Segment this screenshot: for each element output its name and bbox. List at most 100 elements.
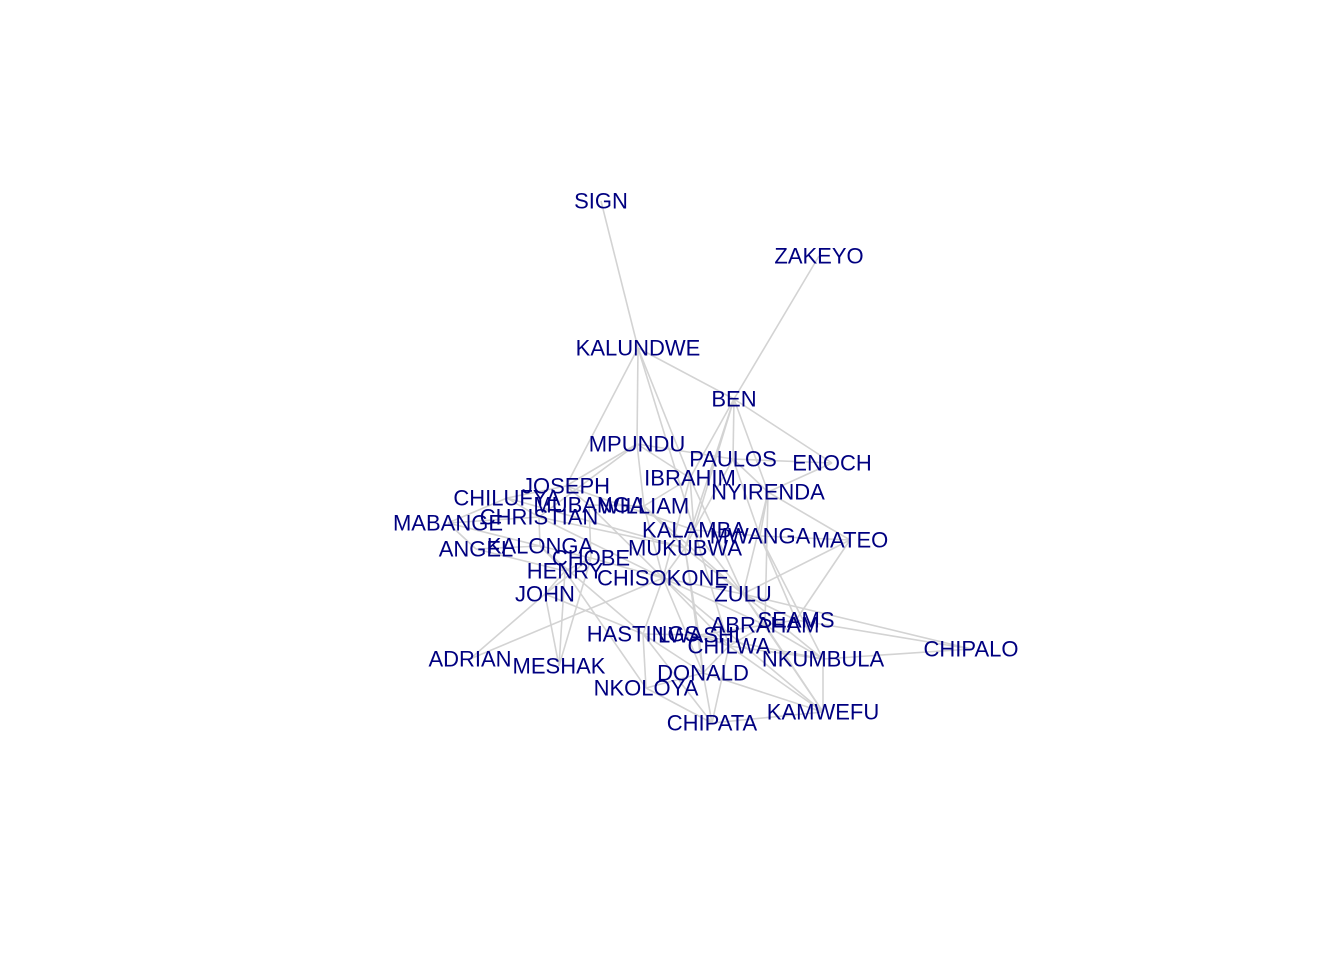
node-label-kalonga: KALONGA (487, 534, 594, 559)
edge-christian-mukubwa (538, 516, 686, 549)
edge-kalonga-chobe (539, 545, 592, 559)
edge-abraham-kamwefu (764, 624, 824, 713)
edge-zulu-seams (742, 593, 797, 621)
edge-kalamba-mukubwa (684, 529, 695, 549)
edge-mpundu-christian (538, 443, 638, 518)
edge-joseph-chilufya (506, 485, 567, 499)
node-label-mwanga: MWANGA (710, 524, 811, 549)
edge-william-zulu (643, 505, 744, 595)
edge-ben-paulos (732, 398, 735, 460)
node-label-henry: HENRY (527, 559, 604, 584)
edge-kalundwe-mpundu (636, 347, 639, 445)
node-label-chobe: CHOBE (552, 546, 630, 571)
edge-chobe-meshak (558, 557, 592, 667)
edge-joseph-mubanga (565, 485, 590, 506)
edge-chisokone-chilwa (662, 577, 730, 647)
edge-christian-chisokone (538, 516, 664, 579)
edge-chisokone-hastings (642, 577, 664, 635)
edge-kalamba-mwanga (693, 529, 761, 537)
node-label-chipalo: CHIPALO (924, 637, 1019, 662)
edge-donald-kamwefu (702, 672, 824, 713)
node-label-meshak: MESHAK (513, 654, 606, 679)
node-label-mukubwa: MUKUBWA (628, 536, 742, 561)
node-label-ben: BEN (711, 387, 756, 412)
edge-john-adrian (469, 593, 546, 660)
edge-chilwa-nkumbula (728, 645, 824, 660)
edge-mukubwa-chisokone (662, 547, 686, 579)
edge-ibrahim-william (643, 477, 691, 507)
edge-zulu-chipalo (742, 593, 972, 650)
edge-chilwa-donald (702, 645, 730, 674)
edge-chobe-chisokone (590, 557, 664, 579)
edge-mubanga-chisokone (588, 504, 664, 579)
node-label-abraham: ABRAHAM (711, 613, 820, 638)
edge-abraham-lwashi (698, 624, 766, 636)
node-label-mateo: MATEO (812, 528, 889, 553)
edge-joseph-kalamba (565, 485, 695, 531)
node-label-mubanga: MUBANGA (533, 493, 645, 518)
node-label-chipata: CHIPATA (667, 711, 758, 736)
node-label-william: WILLIAM (599, 494, 689, 519)
edge-mabange-kalonga (447, 522, 541, 547)
edge-seams-abraham (764, 619, 797, 626)
edge-hastings-chipata (642, 633, 713, 724)
edge-lwashi-chilwa (698, 634, 730, 647)
edge-kalundwe-joseph (565, 347, 639, 487)
edge-nyirenda-abraham (764, 491, 769, 626)
edge-zakeyo-ben (733, 255, 820, 400)
edge-mubanga-chobe (588, 504, 592, 559)
node-label-sign: SIGN (574, 189, 628, 214)
edge-ibrahim-zulu (689, 477, 744, 595)
edge-john-meshak (544, 593, 560, 667)
edge-donald-chipata (702, 672, 713, 724)
edge-mateo-zulu (742, 539, 851, 595)
node-label-kamwefu: KAMWEFU (767, 700, 879, 725)
edge-donald-nkoloya (645, 672, 704, 689)
edge-sign-kalundwe (600, 200, 639, 349)
node-label-paulos: PAULOS (689, 447, 777, 472)
edge-paulos-enoch (732, 458, 833, 464)
edge-ben-nyirenda (733, 398, 769, 493)
edge-kalamba-zulu (693, 529, 744, 595)
edge-mukubwa-zulu (684, 547, 744, 595)
edge-angel-henry (475, 548, 566, 572)
edge-mwanga-mateo (759, 535, 851, 541)
node-label-adrian: ADRIAN (428, 647, 511, 672)
node-label-john: JOHN (515, 582, 575, 607)
edge-chisokone-kamwefu (662, 577, 824, 713)
node-label-hastings: HASTINGS (587, 622, 699, 647)
edge-mpundu-paulos (636, 443, 734, 460)
edge-mpundu-william (636, 443, 645, 507)
edge-mubanga-william (588, 504, 645, 507)
edge-chisokone-abraham (662, 577, 766, 626)
edge-enoch-nyirenda (767, 462, 833, 493)
edge-nkoloya-chipata (645, 687, 713, 724)
node-label-angel: ANGEL (439, 537, 514, 562)
edge-hastings-lwashi (642, 633, 700, 636)
edge-henry-john (544, 570, 566, 595)
node-label-seams: SEAMS (757, 608, 834, 633)
edge-hastings-donald (642, 633, 704, 674)
node-label-mabange: MABANGE (393, 511, 503, 536)
edge-mpundu-joseph (565, 443, 638, 487)
node-label-nkoloya: NKOLOYA (594, 676, 699, 701)
edge-paulos-mwanga (732, 458, 761, 537)
edge-chilwa-chipata (711, 645, 730, 724)
node-label-chisokone: CHISOKONE (597, 566, 729, 591)
edge-nkumbula-chipalo (822, 648, 972, 660)
node-label-chilufya: CHILUFYA (453, 486, 560, 511)
edge-john-hastings (544, 593, 644, 635)
edge-chilufya-christian (506, 497, 540, 518)
node-label-christian: CHRISTIAN (480, 505, 599, 530)
edge-chobe-henry (564, 557, 592, 572)
edge-seams-chipalo (795, 619, 972, 650)
edge-paulos-nyirenda (732, 458, 769, 493)
edge-zulu-nkumbula (742, 593, 824, 660)
node-label-nyirenda: NYIRENDA (711, 480, 825, 505)
edge-abraham-nkumbula (764, 624, 824, 660)
edge-adrian-chisokone (469, 577, 664, 660)
edge-paulos-kalamba (693, 458, 734, 531)
node-label-lwashi: LWASHI (658, 623, 740, 648)
